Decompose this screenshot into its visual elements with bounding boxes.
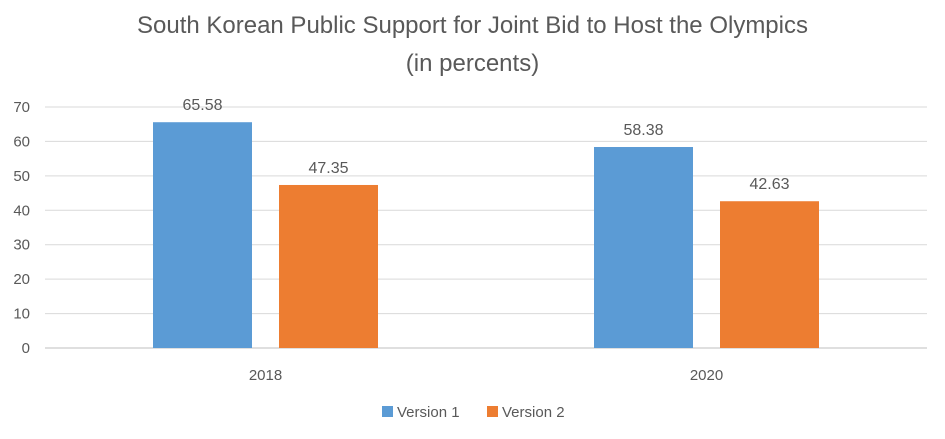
bar	[720, 201, 819, 348]
bar	[594, 147, 693, 348]
data-label: 65.58	[182, 97, 222, 114]
bar	[279, 184, 378, 348]
data-label: 47.35	[308, 160, 348, 177]
x-tick-label: 2020	[690, 367, 723, 384]
y-tick-label: 20	[13, 271, 30, 288]
y-tick-label: 10	[13, 306, 30, 323]
data-label: 58.38	[623, 122, 663, 139]
data-label: 42.63	[749, 176, 789, 193]
y-tick-label: 30	[13, 237, 30, 254]
y-tick-label: 40	[13, 202, 30, 219]
legend-swatch	[382, 406, 393, 417]
bar	[153, 122, 252, 348]
legend-swatch	[487, 406, 498, 417]
y-tick-label: 50	[13, 168, 30, 185]
legend-label: Version 2	[502, 404, 565, 421]
legend-label: Version 1	[397, 404, 460, 421]
y-tick-label: 0	[22, 340, 30, 357]
y-tick-label: 70	[13, 99, 30, 116]
y-tick-label: 60	[13, 133, 30, 150]
chart-title-line-2: (in percents)	[405, 50, 540, 77]
chart-title-line-1: South Korean Public Support for Joint Bi…	[136, 12, 808, 39]
x-tick-label: 2018	[249, 367, 282, 384]
